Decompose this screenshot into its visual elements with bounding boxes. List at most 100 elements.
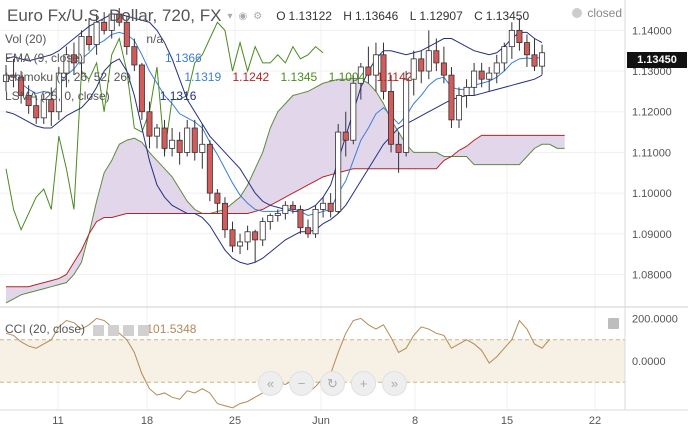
chevron-down-icon[interactable]: ▾	[227, 10, 233, 22]
candle-up	[403, 78, 410, 153]
zoom-in-icon[interactable]: +	[351, 371, 376, 396]
maximize-pane-icon[interactable]	[608, 318, 619, 329]
candle-down	[33, 105, 40, 119]
legend-lsma-value: 1.1316	[159, 89, 197, 103]
candle-down	[10, 74, 17, 78]
cci-tick-label: 200.0000	[632, 313, 678, 325]
candle-up	[501, 46, 508, 64]
ichimoku-span-a: 1.1004	[328, 70, 366, 84]
y-tick-label: 1.12000	[632, 107, 672, 119]
x-tick-label: 25	[229, 415, 241, 427]
reset-icon[interactable]: ↻	[320, 371, 345, 396]
forward-icon[interactable]: »	[382, 371, 407, 396]
candle-down	[116, 13, 123, 23]
eye-icon[interactable]: ◉	[238, 10, 248, 22]
rewind-icon[interactable]: «	[258, 371, 283, 396]
candle-up	[40, 99, 47, 119]
candle-up	[274, 213, 281, 216]
legend-cci-value: 101.5348	[146, 322, 197, 336]
candle-up	[259, 221, 266, 241]
legend-ema[interactable]: EMA (9, close) 1.1366	[5, 51, 202, 65]
high-value: 1.13646	[354, 9, 399, 23]
candle-down	[70, 54, 77, 64]
candle-up	[244, 231, 251, 243]
ohlc-readout: O 1.13122 H 1.13646 L 1.12907 C 1.13450	[276, 9, 529, 23]
zoom-out-icon[interactable]: −	[289, 371, 314, 396]
candle-down	[342, 131, 349, 141]
legend-cci[interactable]: CCI (20, close) 101.5348	[5, 322, 196, 336]
candle-up	[425, 50, 432, 72]
x-tick-label: 22	[589, 415, 601, 427]
candle-up	[282, 204, 289, 214]
candle-up	[312, 208, 319, 235]
more-icon[interactable]	[138, 325, 149, 336]
candle-up	[471, 70, 478, 88]
y-tick-label: 1.09000	[632, 229, 672, 241]
high-label: H	[343, 9, 352, 23]
x-tick-label: 11	[52, 415, 63, 427]
candle-down	[252, 231, 259, 241]
candle-down	[516, 29, 523, 43]
candle-up	[372, 54, 379, 76]
candle-down	[138, 64, 145, 113]
candle-down	[531, 54, 538, 67]
legend-vol[interactable]: Vol (20) n/a	[5, 32, 163, 46]
gear-icon[interactable]	[108, 325, 119, 336]
candle-up	[153, 127, 160, 137]
candle-up	[350, 82, 357, 141]
status-text: closed	[587, 6, 622, 20]
candle-up	[493, 62, 500, 74]
candle-up	[169, 139, 176, 149]
y-tick-label: 1.10000	[632, 188, 672, 200]
candle-down	[86, 36, 93, 46]
chart-header: Euro Fx/U.S. Dollar, 720, FX ▾ ◉ ⚙ O 1.13…	[7, 4, 529, 28]
candle-down	[523, 42, 530, 56]
symbol-title[interactable]: Euro Fx/U.S. Dollar, 720, FX	[7, 6, 222, 25]
y-tick-label: 1.11000	[632, 147, 671, 159]
x-tick-label: 18	[141, 415, 153, 427]
close-icon[interactable]	[123, 325, 134, 336]
candle-up	[3, 74, 9, 83]
candle-down	[388, 91, 395, 145]
gear-icon[interactable]: ⚙	[253, 10, 263, 22]
candle-down	[146, 111, 153, 137]
legend-lsma[interactable]: LSMA (25, 0, close) 1.1316	[5, 89, 196, 103]
candle-down	[131, 46, 138, 66]
candle-down	[297, 208, 304, 229]
chart-controls: « − ↻ + »	[258, 371, 407, 396]
candle-up	[357, 66, 364, 84]
span-a-line	[5, 77, 565, 304]
candle-up	[63, 54, 70, 74]
candle-down	[25, 95, 32, 107]
candle-up	[93, 21, 100, 46]
candle-down	[48, 99, 55, 113]
y-tick-label: 1.08000	[632, 269, 672, 281]
candle-down	[478, 70, 485, 80]
candle-down	[161, 127, 168, 149]
candle-down	[176, 139, 183, 153]
candle-down	[289, 204, 296, 210]
candle-down	[101, 21, 108, 31]
candle-down	[206, 143, 213, 194]
candle-down	[229, 229, 236, 247]
candle-down	[365, 66, 372, 76]
candle-down	[304, 227, 311, 235]
legend-ichimoku[interactable]: Ichimoku (9, 26, 52, 26) 1.1319 1.1242 1…	[5, 70, 412, 84]
open-value: 1.13122	[288, 9, 332, 23]
candle-up	[410, 58, 417, 80]
close-label: C	[474, 9, 483, 23]
eye-icon[interactable]	[93, 325, 104, 336]
legend-vol-value: n/a	[146, 32, 164, 46]
candle-up	[267, 215, 274, 222]
legend-vol-label: Vol (20)	[5, 32, 47, 46]
candle-up	[335, 131, 342, 212]
candle-down	[380, 54, 387, 92]
ichimoku-base: 1.1242	[232, 70, 270, 84]
y-tick-label: 1.13000	[632, 66, 672, 78]
candle-up	[320, 202, 327, 210]
ichimoku-conversion: 1.1319	[184, 70, 222, 84]
candle-down	[327, 202, 334, 212]
candle-down	[221, 202, 228, 231]
candle-up	[78, 36, 85, 64]
